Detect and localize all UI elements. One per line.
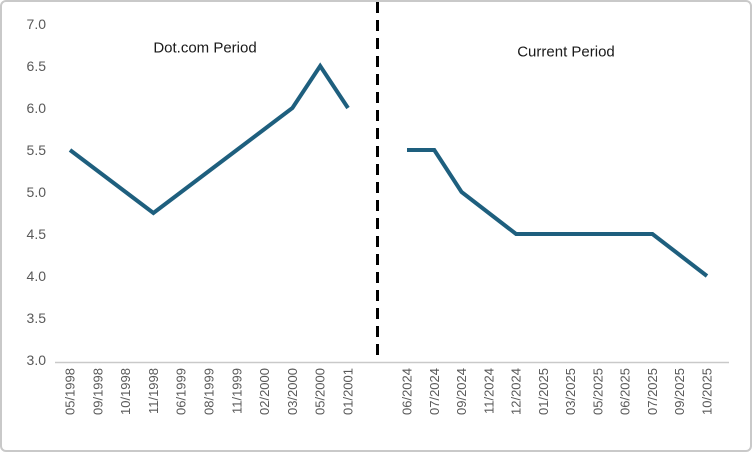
x-tick-label: 05/1998 (63, 368, 78, 415)
x-tick-label: 09/2025 (672, 368, 687, 415)
x-tick-label: 11/1998 (146, 368, 161, 414)
x-axis-labels: 05/1998 09/1998 10/1998 11/1998 06/1999 08/19… (63, 368, 715, 415)
x-tick-label: 05/2025 (590, 368, 605, 415)
y-tick-label: 6.5 (27, 58, 47, 74)
x-tick-label: 09/2024 (454, 368, 469, 415)
x-tick-label: 09/1998 (90, 368, 105, 415)
y-tick-label: 5.5 (27, 142, 47, 158)
x-tick-label: 06/1999 (174, 368, 189, 415)
current-period-label: Current Period (517, 44, 615, 61)
x-tick-label: 07/2024 (427, 368, 442, 415)
y-tick-label: 7.0 (27, 16, 47, 32)
x-tick-label: 11/1999 (229, 368, 244, 414)
x-tick-label: 03/2025 (563, 368, 578, 415)
x-tick-label: 08/1999 (202, 368, 217, 415)
dotcom-series-line (68, 62, 350, 216)
current-series-line (407, 148, 709, 278)
x-tick-label: 01/2025 (536, 368, 551, 415)
y-tick-label: 4.0 (27, 268, 47, 284)
y-tick-label: 3.0 (27, 352, 47, 368)
x-tick-label: 05/2000 (313, 368, 328, 415)
x-tick-label: 12/2024 (509, 368, 524, 415)
x-tick-label: 06/2025 (618, 368, 633, 415)
x-tick-label: 10/2025 (699, 368, 714, 415)
x-tick-label: 03/2000 (285, 368, 300, 415)
x-tick-label: 06/2024 (400, 368, 415, 415)
dotcom-period-label: Dot.com Period (153, 40, 256, 57)
x-tick-label: 11/2024 (481, 368, 496, 414)
x-tick-label: 07/2025 (645, 368, 660, 415)
y-tick-label: 6.0 (27, 100, 47, 116)
x-tick-label: 02/2000 (257, 368, 272, 415)
y-axis-labels: 7.0 6.5 6.0 5.5 5.0 4.5 4.0 3.5 3.0 (27, 16, 47, 368)
y-tick-label: 3.5 (27, 310, 47, 326)
x-tick-label: 10/1998 (118, 368, 133, 415)
x-tick-label: 01/2001 (341, 368, 356, 415)
y-tick-label: 5.0 (27, 184, 47, 200)
series-lines (68, 62, 709, 278)
y-tick-label: 4.5 (27, 226, 47, 242)
